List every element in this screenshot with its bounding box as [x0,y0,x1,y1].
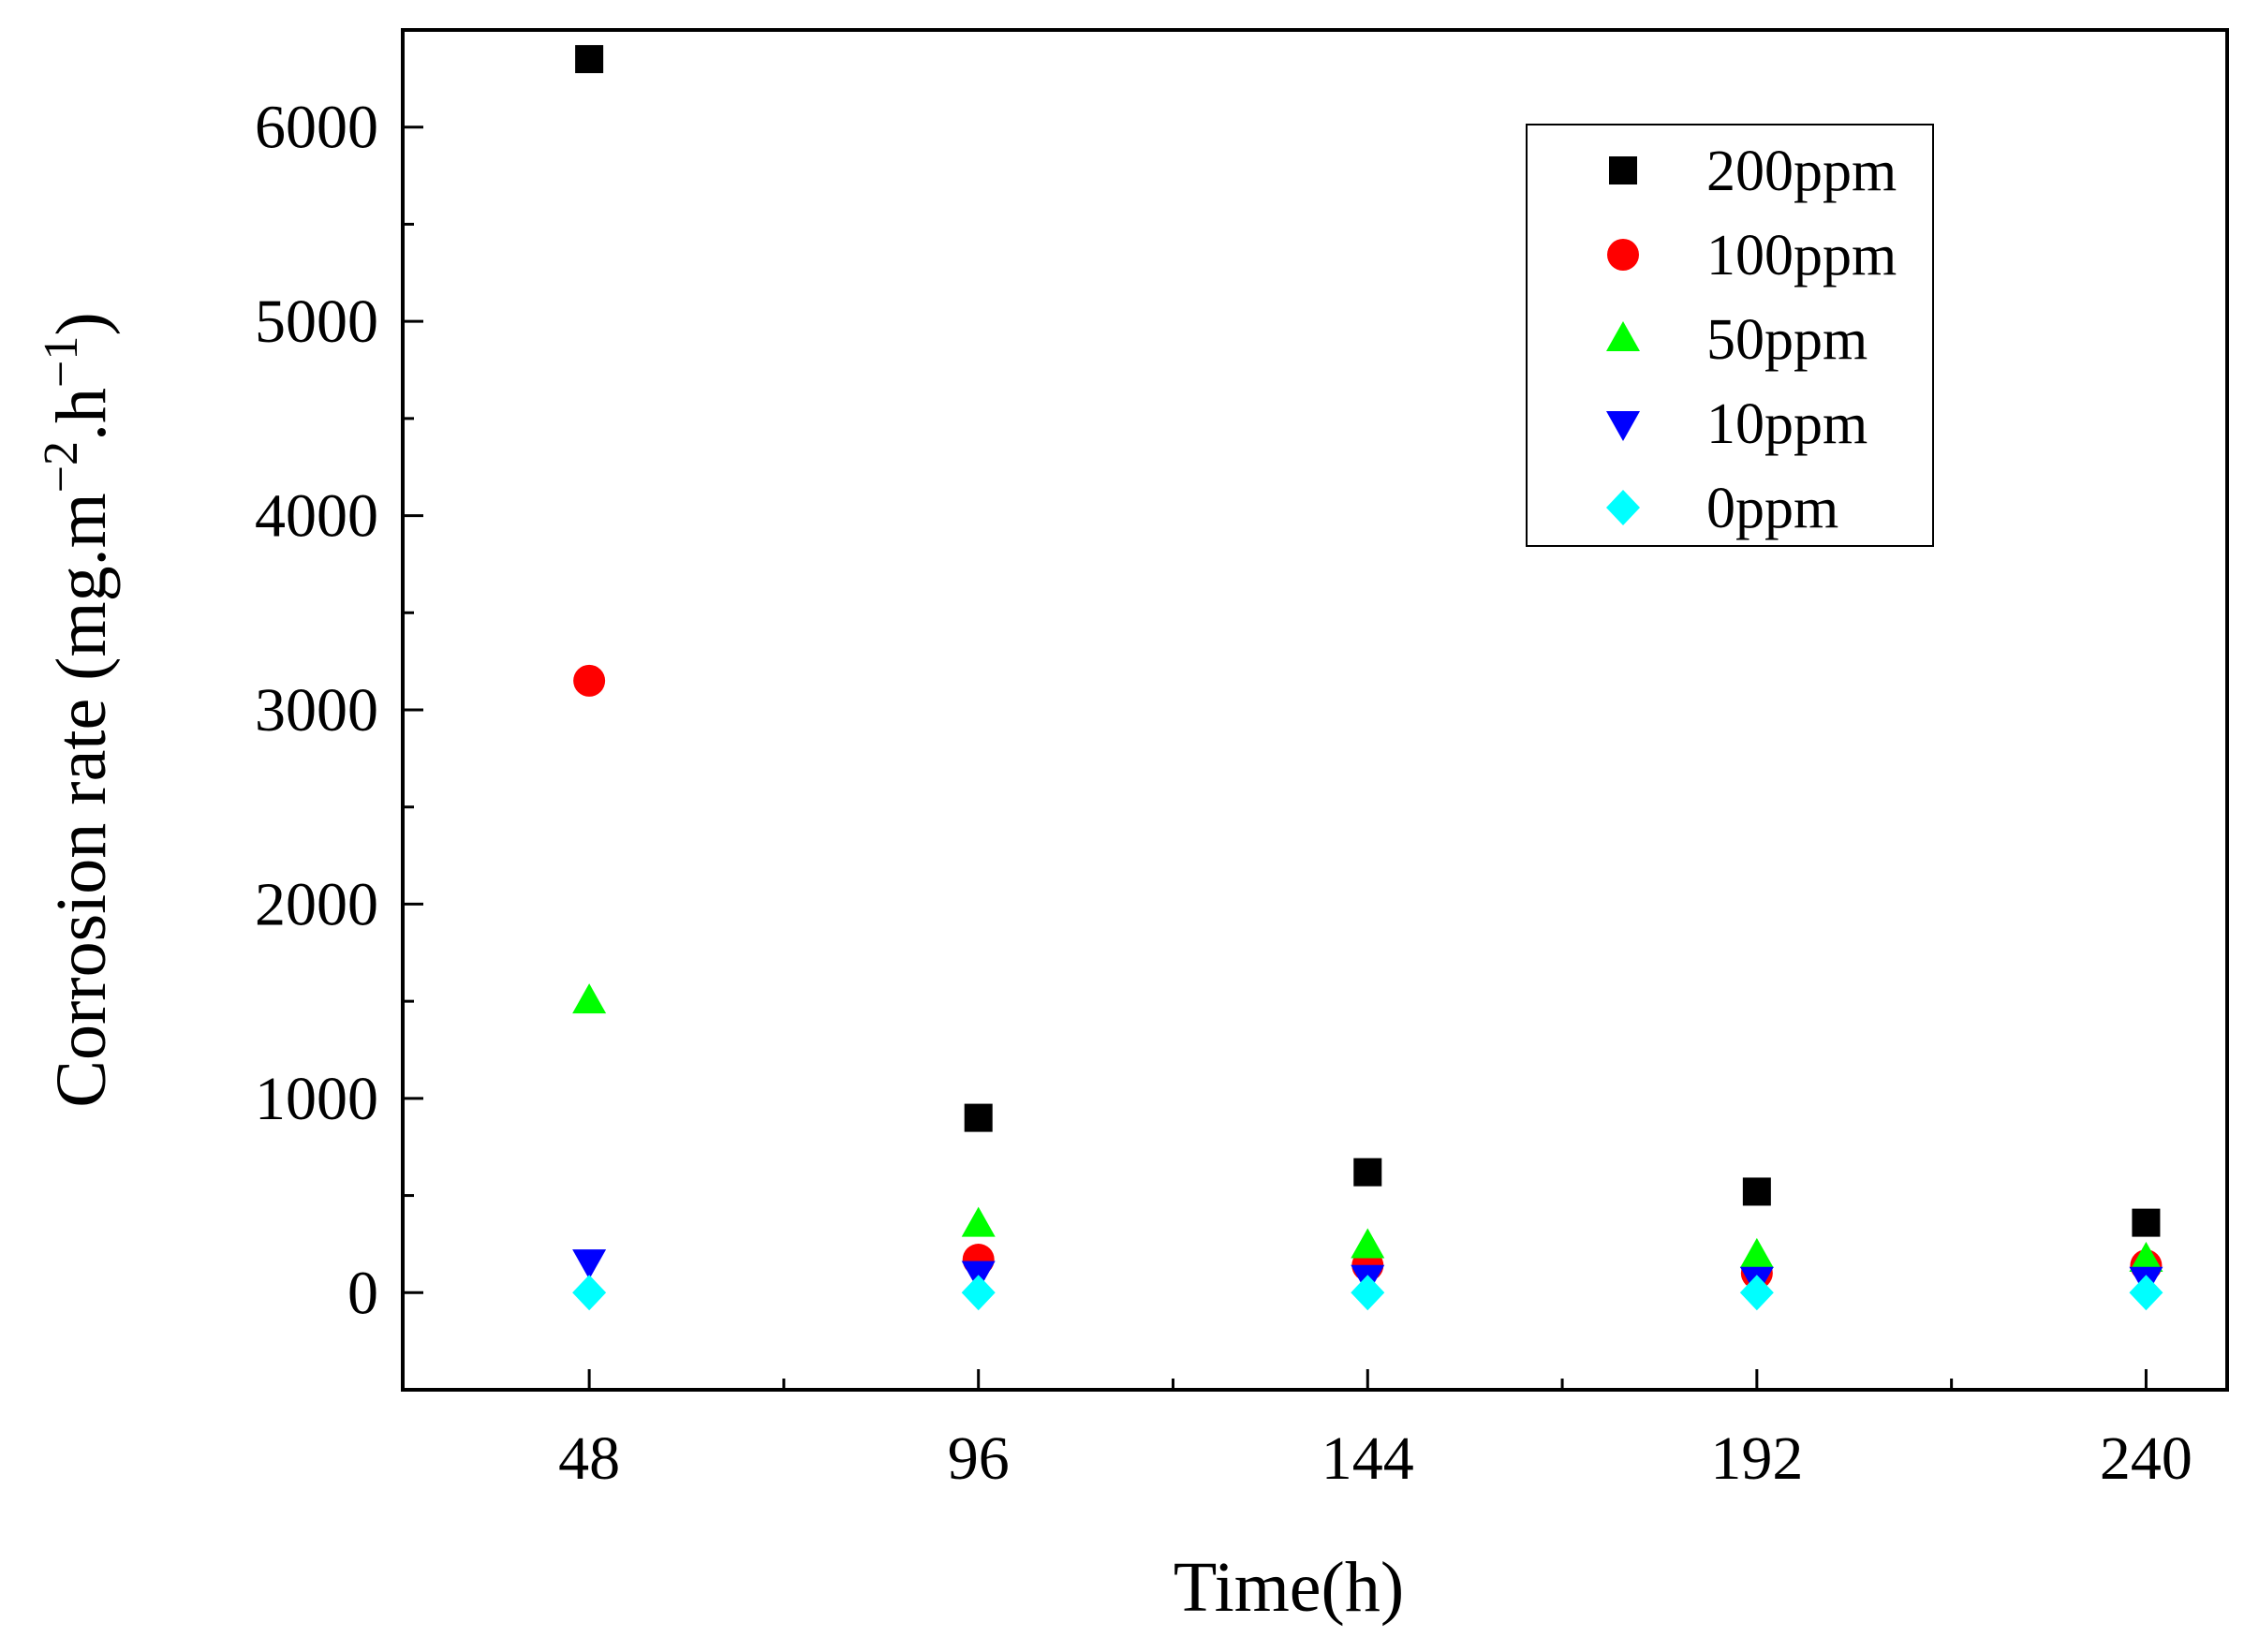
point-10ppm [572,1249,607,1280]
y-tick-label: 6000 [255,94,378,162]
point-200ppm [2132,1208,2161,1237]
point-0ppm [1739,1275,1774,1311]
legend-marker-10ppm [1606,411,1640,441]
y-axis-title-exp1: −2 [35,441,88,493]
legend-marker-50ppm [1606,321,1640,351]
x-axis-title: Time(h) [1174,1548,1404,1627]
legend-marker-200ppm [1609,156,1637,184]
legend-marker-0ppm [1606,490,1640,525]
y-tick-label: 0 [347,1259,378,1327]
y-tick-label: 1000 [255,1065,378,1133]
point-200ppm [575,45,604,74]
legend-label-200ppm: 200ppm [1706,140,1897,203]
point-50ppm [961,1206,996,1237]
x-tick-label: 48 [558,1424,620,1493]
y-tick-label: 2000 [255,870,378,938]
point-50ppm [1739,1237,1774,1268]
x-tick-label: 240 [2100,1424,2193,1493]
legend-marker-100ppm [1607,239,1639,271]
x-tick-label: 192 [1710,1424,1803,1493]
point-0ppm [2129,1275,2163,1311]
point-200ppm [964,1103,993,1132]
y-axis-title-exp2: −1 [35,336,88,388]
x-axis-ticks: 48 96 144 192 240 [558,1369,2193,1493]
point-0ppm [961,1275,996,1311]
point-200ppm [1742,1177,1771,1206]
x-tick-label: 144 [1321,1424,1414,1493]
legend-label-10ppm: 10ppm [1706,392,1868,456]
legend-label-100ppm: 100ppm [1706,224,1897,288]
point-0ppm [572,1275,607,1311]
data-points [572,45,2163,1311]
legend-label-50ppm: 50ppm [1706,308,1868,372]
y-tick-label: 3000 [255,676,378,745]
point-0ppm [1351,1275,1385,1311]
y-tick-label: 4000 [255,482,378,551]
legend: 200ppm 100ppm 50ppm 10ppm 0ppm [1526,124,1934,547]
point-50ppm [2129,1242,2163,1273]
point-50ppm [1351,1228,1385,1259]
y-axis-title: Corrosion rate (mg.m−2.h−1) [35,312,121,1107]
y-tick-label: 5000 [255,288,378,356]
point-100ppm [573,664,606,697]
legend-box [1526,124,1934,547]
y-axis-ticks: 0 1000 2000 3000 4000 5000 6000 [255,28,423,1327]
point-50ppm [572,983,607,1014]
y-axis-title-mid: .h [42,388,121,441]
legend-label-0ppm: 0ppm [1706,477,1838,540]
y-axis-title-base: Corrosion rate (mg.m [42,493,121,1107]
plot-frame [401,28,2229,1392]
x-tick-label: 96 [948,1424,1010,1493]
point-200ppm [1353,1158,1382,1187]
y-axis-title-end: ) [42,312,121,335]
